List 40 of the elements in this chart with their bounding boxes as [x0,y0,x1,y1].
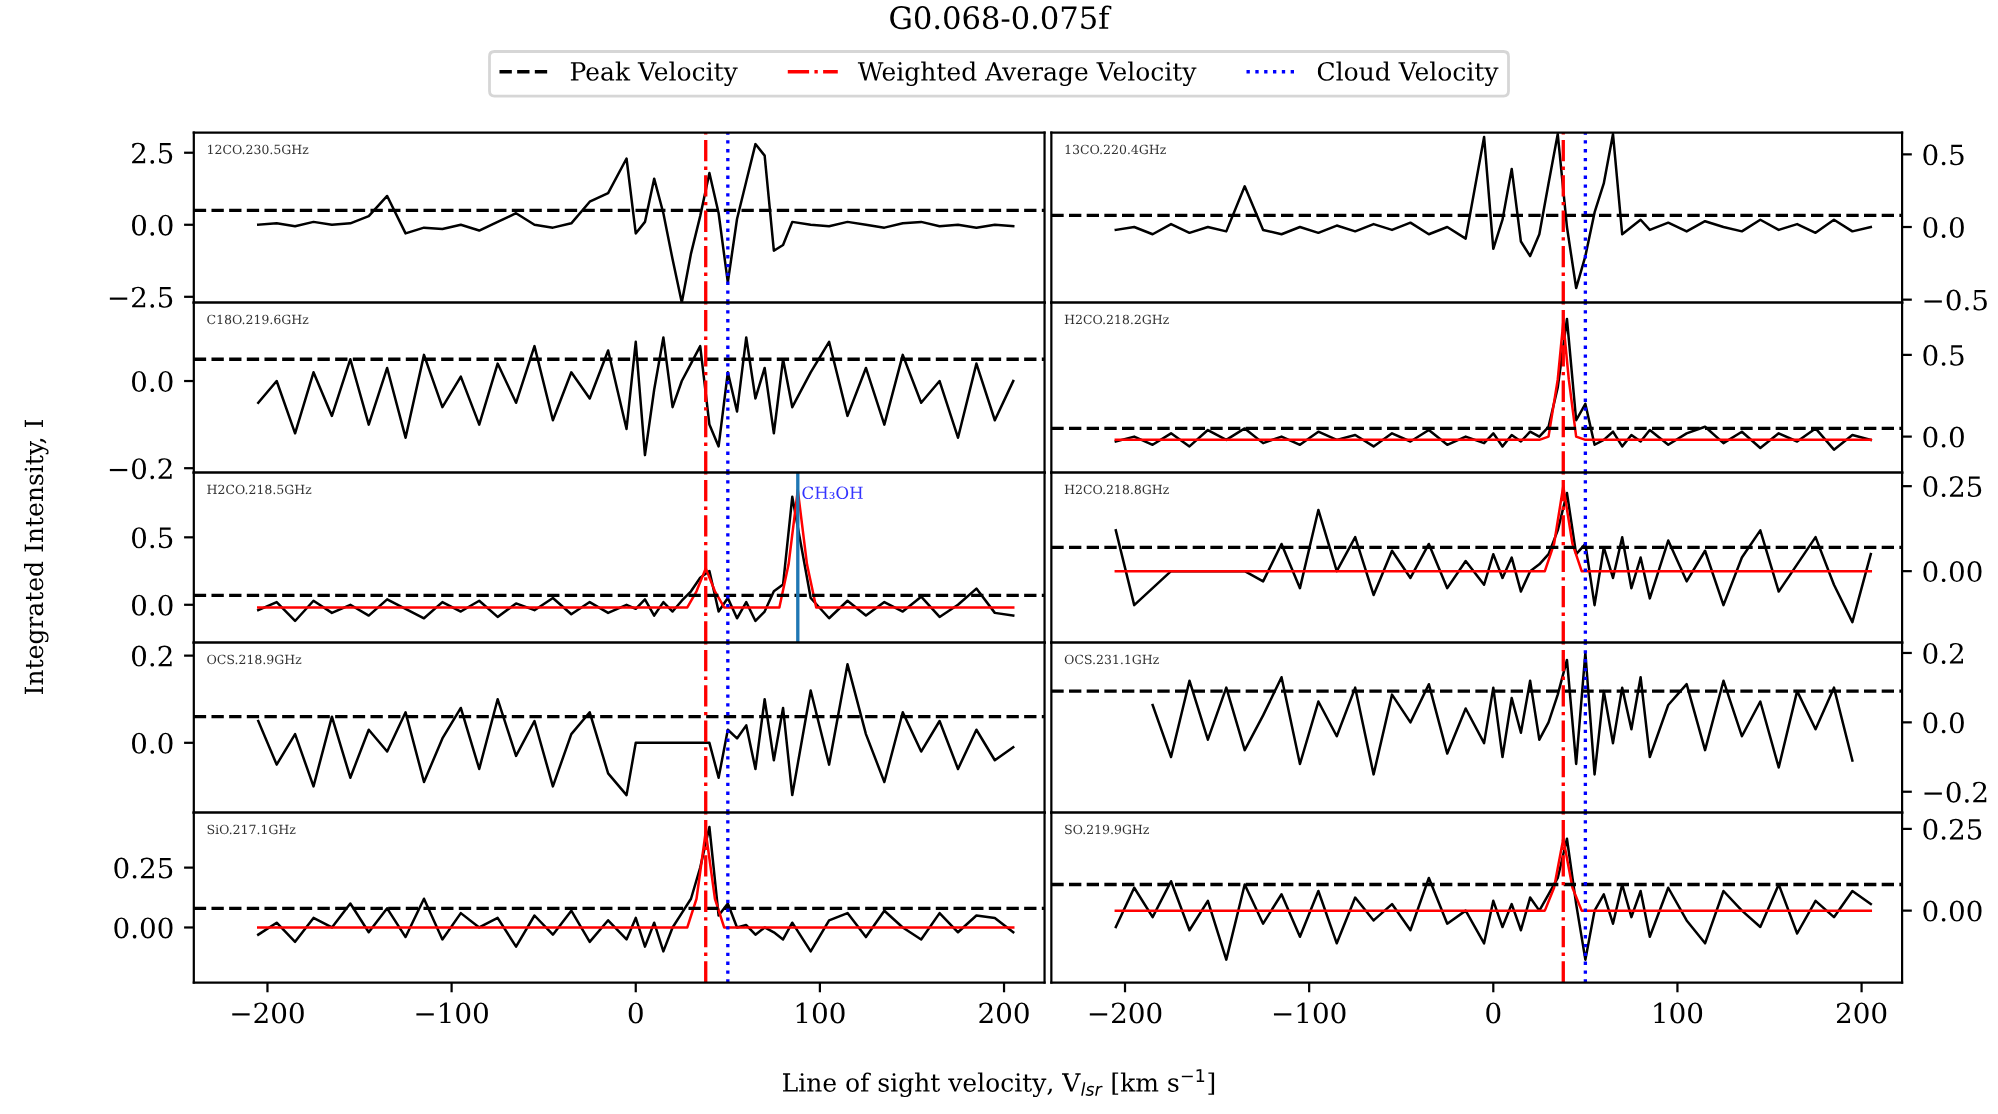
y-axis-title: Integrated Intensity, I [23,419,49,695]
x-tick-label: 200 [979,1002,1029,1024]
y-tick-label: 0.0 [132,214,173,236]
y-tick-label: 0.0 [132,732,173,754]
y-tick-label: 0.0 [1923,426,1964,448]
y-tick-label: 0.2 [1923,642,1963,664]
y-tick-label: 0.5 [132,527,173,549]
y-tick-label: −0.2 [1924,781,1987,803]
x-tick-label: 100 [1654,1002,1703,1024]
ref-line-label: CH₃OH [802,486,863,500]
legend-label: Peak Velocity [570,61,738,87]
y-tick-label: 0.25 [114,857,173,879]
y-tick-label: 0.00 [114,917,173,939]
y-tick-label: 0.2 [132,645,172,667]
y-tick-label: 0.25 [1923,818,1982,840]
x-tick-label: −100 [416,1002,488,1024]
x-tick-label: −100 [1273,1002,1346,1024]
x-tick-label: 200 [1836,1002,1887,1024]
y-tick-label: 0.25 [1923,476,1982,498]
x-tick-label: −200 [232,1002,304,1024]
y-tick-label: 0.5 [1923,344,1964,366]
y-tick-label: 0.0 [1923,216,1964,238]
y-tick-label: 0.0 [132,370,173,392]
x-tick-label: 100 [796,1002,845,1024]
y-tick-label: 0.00 [1923,900,1982,922]
legend-label: Cloud Velocity [1317,61,1499,87]
x-tick-label: −200 [1089,1002,1162,1024]
y-tick-label: −0.5 [1924,289,1987,311]
x-axis-title: Line of sight velocity, V$_{lsr}$ [km s$^{−1}$] [783,1069,1215,1098]
x-tick-label: 0 [1486,1002,1501,1024]
x-tick-label: 0 [628,1002,643,1024]
y-tick-label: 0.0 [132,594,173,616]
y-tick-label: 0.5 [1923,144,1964,166]
y-tick-label: 0.00 [1923,561,1982,583]
y-tick-label: −2.5 [109,286,173,308]
y-tick-label: −0.2 [109,458,172,480]
y-tick-label: 0.0 [1923,712,1964,734]
y-tick-label: 2.5 [132,142,173,164]
chart-title: G0.068-0.075f [890,5,1112,30]
legend-label: Weighted Average Velocity [857,61,1197,87]
